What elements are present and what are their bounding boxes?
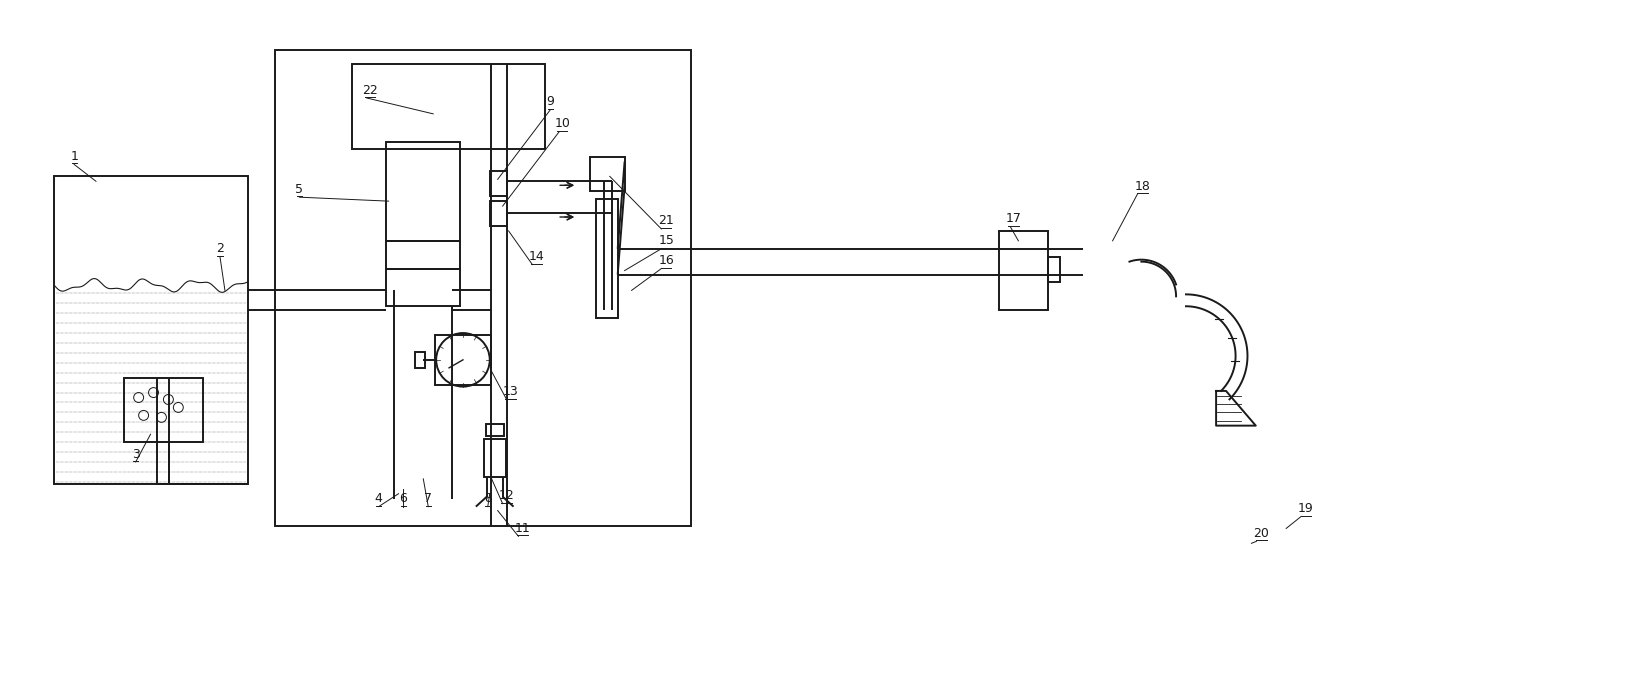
Text: 15: 15 <box>658 235 674 247</box>
Bar <box>1049 257 1060 283</box>
Bar <box>595 199 618 318</box>
Bar <box>483 439 506 477</box>
Bar <box>352 64 546 148</box>
Text: 18: 18 <box>1134 180 1151 193</box>
Bar <box>386 241 460 268</box>
Bar <box>490 172 506 196</box>
Text: 13: 13 <box>503 385 518 398</box>
Bar <box>54 176 248 484</box>
Text: 4: 4 <box>375 492 383 505</box>
Text: 12: 12 <box>498 490 515 502</box>
Text: 17: 17 <box>1006 212 1021 226</box>
Text: 11: 11 <box>515 522 531 535</box>
Bar <box>386 142 460 241</box>
Text: 7: 7 <box>424 492 432 505</box>
Bar <box>998 231 1049 311</box>
Bar <box>436 335 492 384</box>
Text: 5: 5 <box>296 183 304 196</box>
Text: 3: 3 <box>132 447 140 460</box>
Bar <box>386 268 460 306</box>
Text: 6: 6 <box>399 492 408 505</box>
Text: 2: 2 <box>215 242 224 255</box>
Text: 19: 19 <box>1299 502 1314 515</box>
Text: 16: 16 <box>658 254 674 267</box>
Circle shape <box>436 333 490 386</box>
Text: 1: 1 <box>71 150 79 163</box>
Text: 8: 8 <box>483 492 492 505</box>
Text: 21: 21 <box>658 214 674 228</box>
Text: 9: 9 <box>546 96 554 108</box>
Bar <box>275 50 690 526</box>
Text: 10: 10 <box>554 117 570 130</box>
Text: 20: 20 <box>1253 527 1269 540</box>
Text: 14: 14 <box>528 250 544 263</box>
Bar <box>490 201 506 226</box>
Text: 22: 22 <box>362 83 378 96</box>
Bar <box>485 424 503 436</box>
Bar <box>123 378 204 442</box>
Bar <box>590 157 625 191</box>
Bar <box>416 352 426 367</box>
